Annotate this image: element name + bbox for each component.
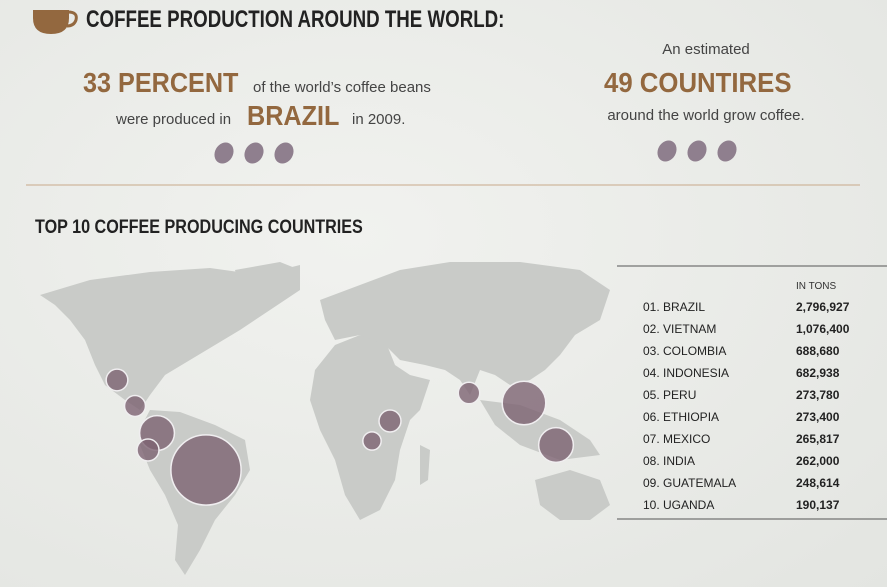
headline: 33 PERCENT: [83, 67, 239, 98]
tonnage: 1,076,400: [796, 322, 850, 336]
production-bubble: [537, 426, 575, 464]
cup-icon: [33, 10, 78, 34]
production-bubble: [378, 409, 402, 433]
country-name: 10. UGANDA: [643, 498, 715, 512]
unit-label: IN TONS: [796, 281, 837, 292]
title: COFFEE PRODUCTION AROUND THE WORLD:: [86, 6, 505, 33]
bubbles: [105, 368, 575, 506]
country-name: 07. MEXICO: [643, 432, 711, 446]
production-bubble: [170, 434, 242, 506]
text: around the world grow coffee.: [607, 107, 805, 124]
tonnage: 2,796,927: [796, 300, 850, 314]
country-name: 02. VIETNAM: [643, 322, 717, 336]
section-title: TOP 10 COFFEE PRODUCING COUNTRIES: [35, 217, 363, 238]
tonnage: 273,400: [796, 410, 840, 424]
country-name: 01. BRAZIL: [643, 300, 706, 314]
country-name: 09. GUATEMALA: [643, 476, 737, 490]
tonnage: 688,680: [796, 344, 840, 358]
production-bubble: [362, 431, 382, 451]
tonnage: 682,938: [796, 366, 840, 380]
country-name: 08. INDIA: [643, 454, 696, 468]
text: An estimated: [662, 41, 750, 58]
tonnage: 262,000: [796, 454, 840, 468]
production-bubble: [105, 368, 129, 392]
tonnage: 248,614: [796, 476, 840, 490]
production-bubble: [123, 394, 147, 418]
country-name: 03. COLOMBIA: [643, 344, 727, 358]
tonnage: 273,780: [796, 388, 840, 402]
text: were produced in: [116, 111, 232, 128]
production-bubble: [136, 438, 160, 462]
production-bubble: [457, 381, 481, 405]
country-name: 06. ETHIOPIA: [643, 410, 720, 424]
country-name: 04. INDONESIA: [643, 366, 730, 380]
highlight: BRAZIL: [247, 100, 340, 131]
headline: 49 COUNTIRES: [604, 67, 792, 98]
tonnage: 265,817: [796, 432, 840, 446]
bean-icons: [214, 140, 737, 164]
text: in 2009.: [352, 111, 406, 128]
tonnage: 190,137: [796, 498, 840, 512]
text: of the world’s coffee beans: [253, 79, 431, 96]
production-bubble: [501, 380, 547, 426]
country-name: 05. PERU: [643, 388, 697, 402]
